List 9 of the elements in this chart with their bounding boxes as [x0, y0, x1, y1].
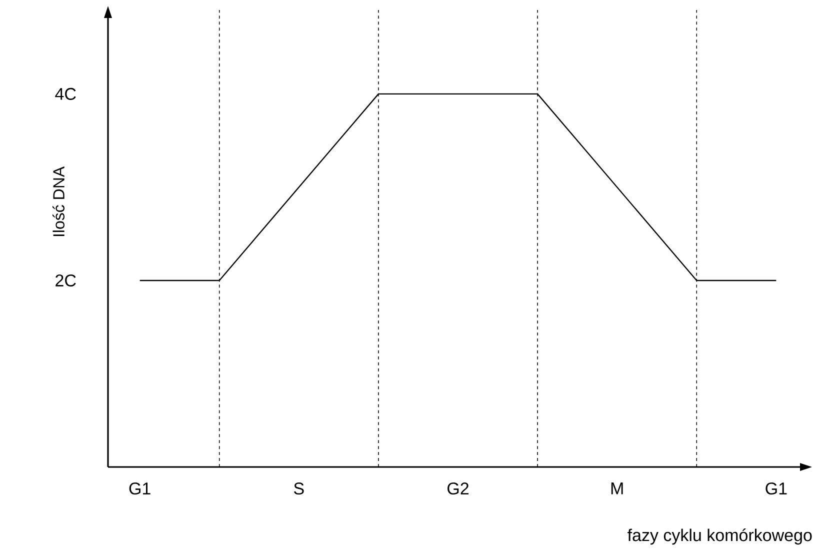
x-tick-label: M: [611, 482, 623, 494]
x-tick-label: G2: [448, 482, 468, 495]
x-axis-title: fazy cyklu komórkowego: [628, 528, 812, 545]
x-tick-label: G1: [129, 482, 150, 495]
x-tick-label: S: [294, 482, 304, 495]
y-axis-title: Ilość DNA: [52, 166, 64, 236]
y-tick-label: 2C: [56, 274, 76, 286]
x-tick-label: G1: [766, 482, 787, 495]
y-tick-label: 4C: [55, 88, 76, 100]
